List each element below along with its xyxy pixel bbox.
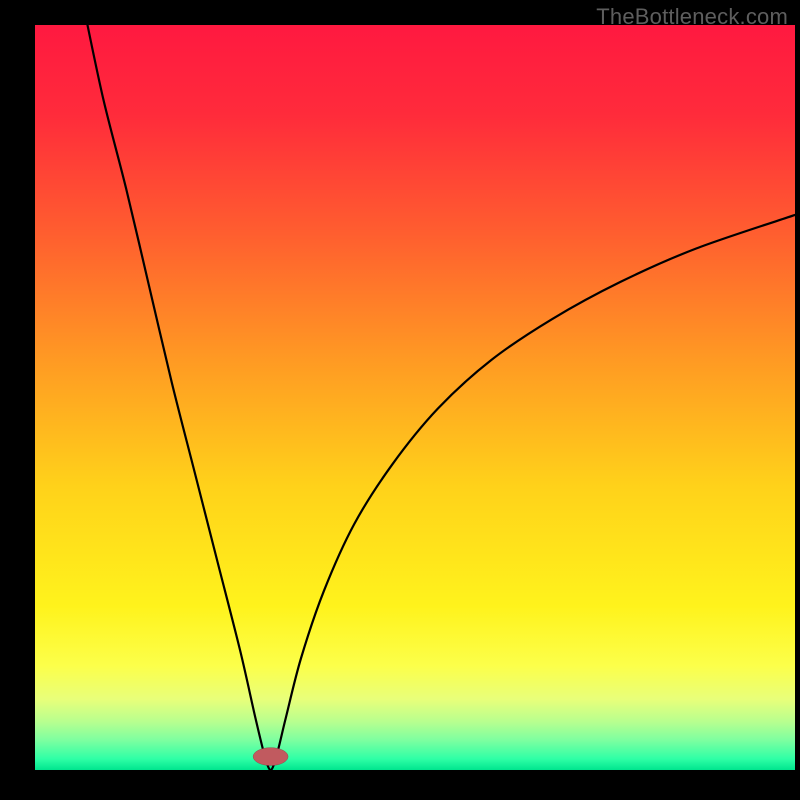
bottleneck-chart (35, 25, 795, 770)
chart-background (35, 25, 795, 770)
watermark-text: TheBottleneck.com (596, 4, 788, 30)
chart-svg (35, 25, 795, 770)
minimum-marker (253, 748, 288, 766)
